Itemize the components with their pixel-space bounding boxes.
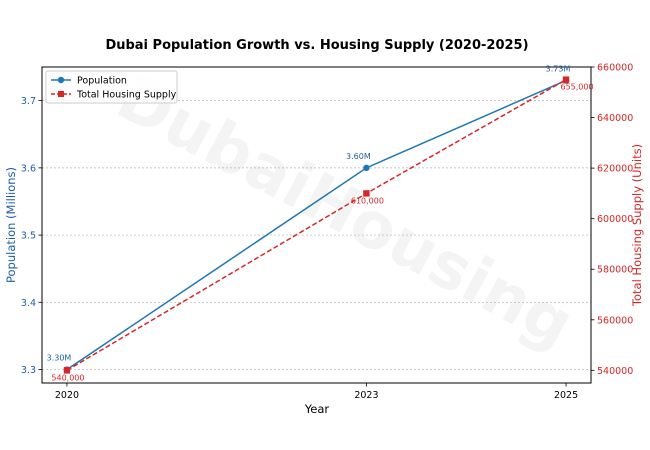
right-tick-label: 640000 bbox=[597, 113, 633, 124]
data-label: 540,000 bbox=[51, 373, 84, 382]
legend-label-housing: Total Housing Supply bbox=[76, 90, 177, 101]
data-point bbox=[63, 367, 71, 374]
series-housing-supply: 540,000 610,000 655,000 bbox=[51, 76, 594, 382]
plot-area-frame bbox=[41, 66, 592, 384]
x-tick-label: 2023 bbox=[354, 390, 378, 401]
y-axis-label-left: Population (Millions) bbox=[4, 167, 18, 283]
left-tick-label: 3.3 bbox=[21, 365, 36, 376]
left-tick-label: 3.6 bbox=[21, 163, 36, 174]
data-point bbox=[363, 190, 370, 197]
right-tick-label: 540000 bbox=[597, 366, 633, 377]
legend-marker-population bbox=[57, 76, 65, 84]
x-tick-label: 2020 bbox=[55, 390, 79, 401]
legend: Population Total Housing Supply bbox=[45, 70, 178, 104]
gridlines bbox=[42, 100, 591, 370]
series-layer: 3.30M 3.60M 3.73M 540,000 610,000 655,000 bbox=[47, 64, 594, 382]
watermark: DubaiHousing bbox=[105, 60, 585, 362]
right-tick-label: 620000 bbox=[597, 164, 633, 175]
left-tick-label: 3.5 bbox=[21, 231, 36, 242]
legend-box bbox=[45, 70, 178, 104]
right-tick-label: 580000 bbox=[597, 265, 633, 276]
left-axis-ticks: 3.3 3.4 3.5 3.6 3.7 bbox=[21, 96, 42, 376]
right-axis-ticks: 540000 560000 580000 600000 620000 640000 6600… bbox=[591, 63, 633, 377]
left-tick-label: 3.4 bbox=[21, 298, 36, 309]
data-label: 3.30M bbox=[47, 354, 72, 363]
right-tick-label: 600000 bbox=[597, 214, 633, 225]
data-point bbox=[363, 164, 370, 172]
right-tick-label: 560000 bbox=[597, 315, 633, 326]
left-tick-label: 3.7 bbox=[21, 96, 36, 107]
right-tick-label: 660000 bbox=[597, 63, 633, 74]
x-tick-label: 2025 bbox=[554, 390, 578, 401]
data-label: 3.60M bbox=[346, 152, 371, 161]
x-axis-ticks: 2020 2023 2025 bbox=[55, 383, 578, 401]
data-label: 610,000 bbox=[351, 196, 384, 205]
data-point bbox=[562, 76, 570, 83]
data-label: 655,000 bbox=[560, 83, 593, 92]
chart-title: Dubai Population Growth vs. Housing Supp… bbox=[105, 38, 528, 53]
legend-label-population: Population bbox=[77, 76, 127, 87]
x-axis-label: Year bbox=[304, 402, 330, 416]
legend-marker-housing bbox=[58, 91, 64, 97]
y-axis-label-right: Total Housing Supply (Units) bbox=[630, 144, 644, 307]
data-label: 3.73M bbox=[546, 64, 571, 73]
